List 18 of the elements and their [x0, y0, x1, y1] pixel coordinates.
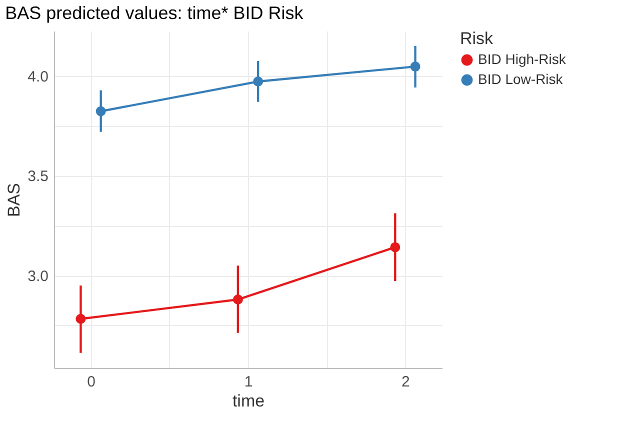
point [410, 62, 420, 72]
x-tick-label: 0 [87, 374, 96, 390]
point [76, 314, 86, 324]
point [390, 242, 400, 252]
legend-label: BID High-Risk [478, 51, 567, 67]
y-tick-label: 3.0 [28, 268, 48, 286]
x-axis-title: time [232, 392, 265, 410]
legend-label: BID Low-Risk [478, 71, 564, 87]
x-tick-label: 2 [402, 374, 410, 390]
point [232, 294, 243, 305]
y-axis-title: BAS [4, 182, 24, 218]
y-tick-label: 4.0 [28, 68, 48, 86]
point [253, 76, 264, 86]
x-tick-label: 1 [244, 374, 253, 390]
chart-title: BAS predicted values: time* BID Risk [5, 3, 304, 23]
legend-title: Risk [460, 29, 494, 48]
point [96, 106, 106, 116]
y-tick-label: 3.5 [28, 168, 48, 186]
